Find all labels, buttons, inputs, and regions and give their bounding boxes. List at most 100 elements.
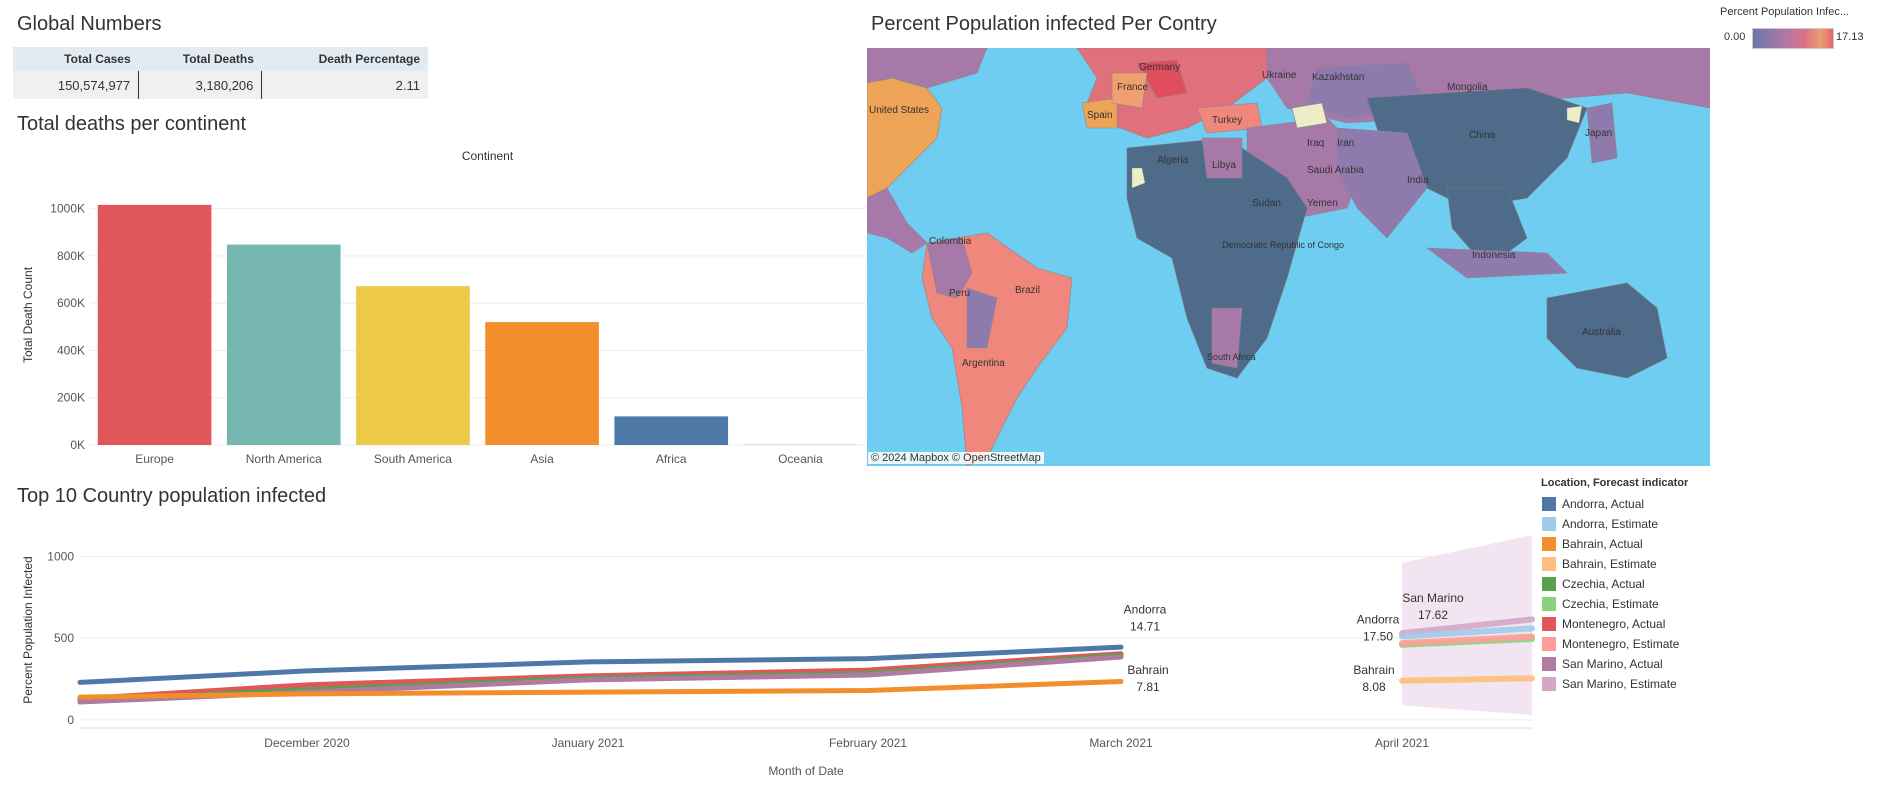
country-georgia[interactable]	[1291, 102, 1328, 129]
map-legend-max: 17.13	[1836, 31, 1864, 43]
country-mexico[interactable]	[867, 187, 928, 254]
country-spain[interactable]	[1081, 97, 1118, 129]
legend-item-san-marino-estimate[interactable]: San Marino, Estimate	[1542, 675, 1677, 693]
value-death-percentage[interactable]: 2.11	[261, 71, 428, 99]
map-label-argentina: Argentina	[962, 358, 1005, 369]
line-xlabel: Month of Date	[768, 764, 844, 778]
legend-swatch	[1542, 637, 1556, 651]
legend-swatch	[1542, 657, 1556, 671]
bar-europe[interactable]	[97, 204, 212, 445]
line-chart: 0 500 1000 Percent Population Infected Decem…	[21, 535, 1535, 778]
bar-africa[interactable]	[614, 416, 729, 445]
legend-item-czechia-estimate[interactable]: Czechia, Estimate	[1542, 595, 1659, 613]
country-indonesia[interactable]	[1426, 247, 1568, 279]
country-canada[interactable]	[867, 48, 988, 89]
bar-ytick-label: 400K	[57, 343, 85, 357]
line-legend-title: Location, Forecast indicator	[1541, 477, 1689, 489]
legend-label: Czechia, Estimate	[1562, 597, 1659, 611]
global-numbers-title: Global Numbers	[17, 13, 162, 35]
bar-north-america[interactable]	[226, 244, 341, 445]
country-north-korea[interactable]	[1566, 105, 1583, 124]
legend-label: San Marino, Actual	[1562, 657, 1663, 671]
bar-ytick-label: 200K	[57, 391, 85, 405]
map-legend-min: 0.00	[1724, 31, 1746, 43]
bar-ytick-label: 0K	[70, 438, 85, 452]
global-numbers-table: Total Cases Total Deaths Death Percentag…	[13, 47, 428, 99]
annotation-value: 14.71	[1130, 620, 1160, 634]
bar-chart-title: Total deaths per continent	[17, 113, 247, 135]
map-label-kazakhstan: Kazakhstan	[1312, 72, 1364, 83]
map-label-sudan: Sudan	[1252, 198, 1281, 209]
series-line-bahrain-actual[interactable]	[77, 679, 1124, 700]
line-xtick-label: April 2021	[1375, 736, 1429, 750]
estimate-line-andorra-estimate[interactable]	[1399, 625, 1535, 640]
bar-xtick-label: North America	[246, 452, 322, 466]
line-ylabel: Percent Population Infected	[21, 556, 35, 703]
line-ytick-label: 0	[67, 713, 74, 727]
map-legend-title: Percent Population Infec...	[1720, 6, 1850, 18]
legend-swatch	[1542, 557, 1556, 571]
country-czechia[interactable]	[1136, 59, 1188, 99]
legend-item-andorra-actual[interactable]: Andorra, Actual	[1542, 495, 1644, 513]
map-label-saudi-arabia: Saudi Arabia	[1307, 165, 1364, 176]
legend-item-san-marino-actual[interactable]: San Marino, Actual	[1542, 655, 1663, 673]
legend-label: San Marino, Estimate	[1562, 677, 1677, 691]
header-total-deaths: Total Deaths	[138, 47, 262, 71]
annotation-value: 7.81	[1136, 680, 1160, 694]
estimate-line-san-marino-estimate[interactable]	[1399, 616, 1535, 637]
map-label-colombia: Colombia	[929, 236, 972, 247]
bar-ylabel: Total Death Count	[21, 266, 35, 363]
map-label-indonesia: Indonesia	[1472, 250, 1516, 261]
map-label-australia: Australia	[1582, 327, 1621, 338]
legend-label: Andorra, Estimate	[1562, 517, 1659, 531]
country-bolivia[interactable]	[966, 287, 998, 349]
country-japan[interactable]	[1586, 102, 1618, 164]
map-label-spain: Spain	[1087, 110, 1113, 121]
legend-item-andorra-estimate[interactable]: Andorra, Estimate	[1542, 515, 1658, 533]
map-label-brazil: Brazil	[1015, 285, 1040, 296]
estimate-line-montenegro-estimate[interactable]	[1399, 633, 1535, 647]
country-australia[interactable]	[1546, 282, 1668, 379]
legend-item-czechia-actual[interactable]: Czechia, Actual	[1542, 575, 1645, 593]
country-western-sahara[interactable]	[1131, 167, 1146, 189]
legend-swatch	[1542, 517, 1556, 531]
value-total-deaths[interactable]: 3,180,206	[138, 71, 262, 99]
annotation-label: Andorra	[1357, 612, 1400, 626]
header-total-cases: Total Cases	[13, 47, 139, 71]
country-south-africa[interactable]	[1211, 307, 1243, 369]
bar-xtick-label: Asia	[530, 452, 554, 466]
bar-asia[interactable]	[485, 322, 599, 445]
bar-ytick-label: 800K	[57, 249, 85, 263]
country-france[interactable]	[1111, 72, 1148, 109]
map-label-india: India	[1407, 175, 1429, 186]
header-death-percentage: Death Percentage	[261, 47, 428, 71]
series-line-andorra-actual[interactable]	[77, 644, 1124, 685]
annotation-value: 17.50	[1363, 629, 1393, 643]
line-xtick-label: March 2021	[1089, 736, 1153, 750]
country-libya[interactable]	[1201, 137, 1243, 179]
legend-item-bahrain-estimate[interactable]: Bahrain, Estimate	[1542, 555, 1657, 573]
country-india[interactable]	[1336, 127, 1428, 239]
map-attribution[interactable]: © 2024 Mapbox © OpenStreetMap	[868, 452, 1044, 464]
map-label-drc: Democratic Republic of Congo	[1222, 240, 1344, 250]
bar-south-america[interactable]	[356, 286, 470, 445]
annotation-value: 8.08	[1362, 680, 1386, 694]
world-map[interactable]: Kazakhstan Mongolia Ukraine Turkey China…	[867, 48, 1710, 466]
region-africa[interactable]	[1126, 137, 1308, 379]
legend-item-bahrain-actual[interactable]: Bahrain, Actual	[1542, 535, 1643, 553]
annotation-label: Bahrain	[1127, 663, 1168, 677]
map-label-france: France	[1117, 82, 1149, 93]
legend-swatch	[1542, 677, 1556, 691]
country-colombia[interactable]	[926, 237, 973, 299]
map-label-mongolia: Mongolia	[1447, 82, 1488, 93]
legend-item-montenegro-actual[interactable]: Montenegro, Actual	[1542, 615, 1665, 633]
map-label-algeria: Algeria	[1157, 155, 1189, 166]
value-total-cases[interactable]: 150,574,977	[13, 71, 139, 99]
map-label-iran: Iran	[1337, 138, 1354, 149]
annotation-label: Andorra	[1124, 603, 1167, 617]
legend-item-montenegro-estimate[interactable]: Montenegro, Estimate	[1542, 635, 1679, 653]
map-legend-colorbar	[1752, 28, 1834, 49]
estimate-line-bahrain-estimate[interactable]	[1399, 675, 1535, 684]
map-label-south-africa: South Africa	[1207, 352, 1256, 362]
map-label-peru: Peru	[949, 288, 970, 299]
